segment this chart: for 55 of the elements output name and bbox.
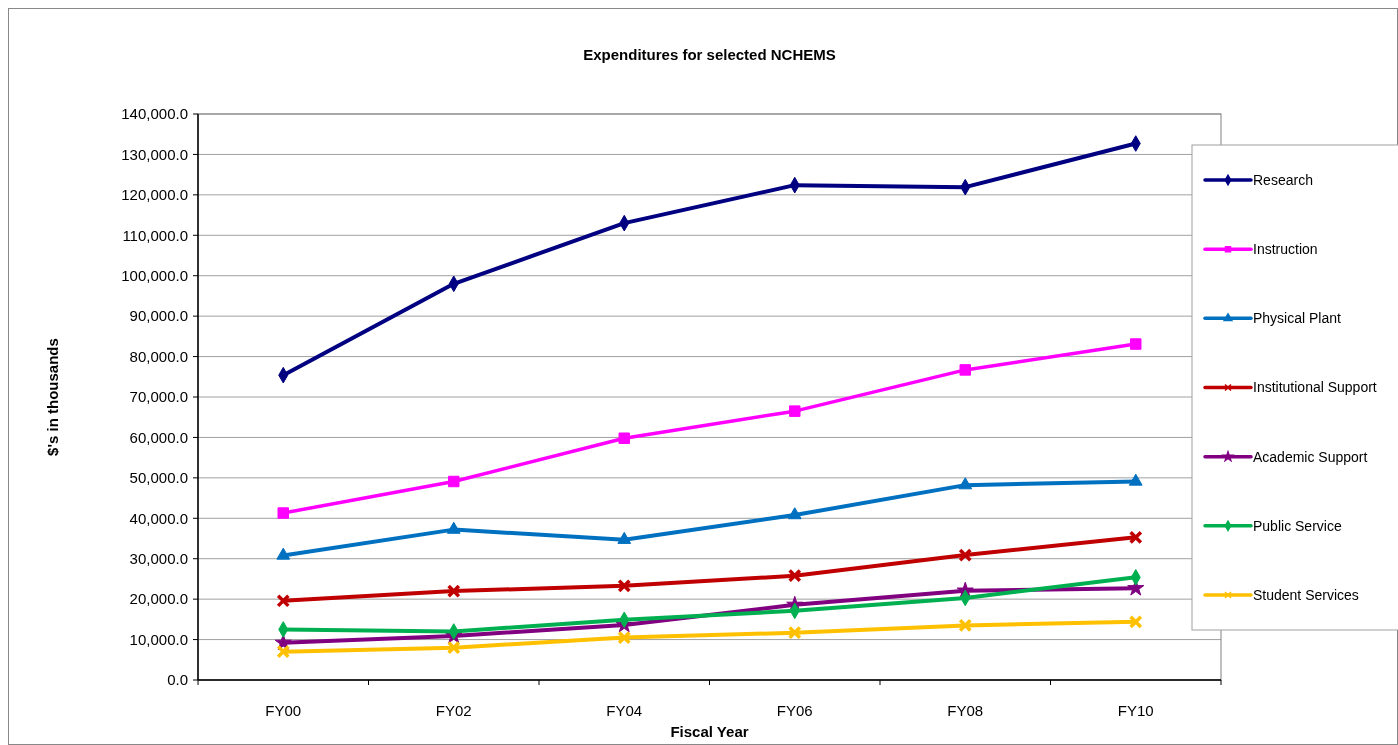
y-tick-label: 20,000.0 (129, 590, 188, 608)
point (277, 507, 289, 519)
y-tick-label: 60,000.0 (129, 428, 188, 446)
y-tick-label: 10,000.0 (129, 630, 188, 648)
point (1128, 530, 1143, 545)
x-tick-label: FY00 (265, 702, 302, 719)
point (789, 405, 801, 417)
legend-label: Public Service (1253, 517, 1342, 534)
y-tick-label: 100,000.0 (121, 266, 188, 284)
point (958, 548, 973, 562)
y-tick-label: 40,000.0 (129, 509, 188, 527)
legend-label: Instruction (1253, 241, 1318, 258)
legend-label: Academic Support (1253, 448, 1368, 465)
point (448, 475, 460, 488)
x-tick-label: FY06 (776, 702, 813, 719)
legend-label: Research (1253, 171, 1313, 188)
legend-label: Institutional Support (1253, 379, 1377, 396)
x-tick-label: FY10 (1117, 702, 1154, 719)
y-axis-title: $'s in thousands (44, 338, 61, 456)
x-axis-title: Fiscal Year (670, 723, 749, 740)
y-tick-label: 130,000.0 (121, 145, 188, 163)
point (617, 630, 632, 645)
point (618, 432, 630, 444)
legend-label: Physical Plant (1253, 310, 1342, 327)
y-tick-label: 120,000.0 (121, 186, 188, 204)
point (276, 644, 291, 659)
point (446, 584, 461, 598)
point (1130, 338, 1142, 350)
y-tick-label: 50,000.0 (129, 469, 188, 487)
y-tick-label: 140,000.0 (121, 105, 188, 123)
point (276, 547, 291, 560)
x-tick-label: FY04 (606, 702, 643, 719)
point (276, 593, 291, 608)
point (787, 507, 802, 520)
chart-title: Expenditures for selected NCHEMS (583, 46, 836, 63)
point (446, 521, 461, 534)
legend-label: Student Services (1253, 586, 1359, 603)
y-tick-label: 30,000.0 (129, 549, 188, 567)
point (617, 531, 632, 544)
y-tick-label: 110,000.0 (122, 226, 188, 244)
y-tick-label: 0.0 (167, 671, 188, 689)
point (446, 640, 461, 655)
point (958, 618, 973, 633)
y-tick-label: 80,000.0 (129, 347, 188, 365)
point (958, 477, 973, 490)
x-tick-label: FY02 (435, 702, 472, 719)
point (787, 625, 802, 640)
point (1128, 473, 1143, 486)
point (787, 568, 802, 583)
point (959, 364, 971, 376)
y-tick-label: 90,000.0 (129, 307, 188, 325)
point (1128, 614, 1143, 629)
y-tick-label: 70,000.0 (129, 388, 188, 406)
point (617, 578, 632, 593)
x-tick-label: FY08 (947, 702, 984, 719)
